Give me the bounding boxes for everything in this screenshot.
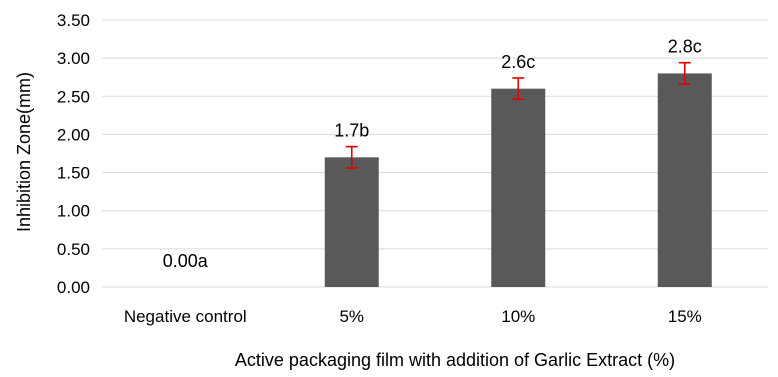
y-tick-label: 0.00 xyxy=(57,278,90,297)
bar xyxy=(491,88,546,288)
bars xyxy=(324,73,712,288)
x-category-labels: Negative control 5% 10% 15% xyxy=(124,307,702,326)
data-label: 1.7b xyxy=(334,121,369,141)
gridlines xyxy=(102,19,768,288)
x-axis-title: Active packaging film with addition of G… xyxy=(235,350,675,370)
y-tick-labels: 0.00 0.50 1.00 1.50 2.00 2.50 3.00 3.50 xyxy=(57,11,90,297)
y-tick-label: 0.50 xyxy=(57,240,90,259)
x-category-label: 10% xyxy=(501,307,535,326)
y-axis-title: Inhibition Zone(mm) xyxy=(14,72,34,232)
error-bar xyxy=(512,77,525,101)
bar xyxy=(324,157,379,287)
error-bar xyxy=(345,145,358,169)
bar xyxy=(657,73,712,288)
data-label: 2.6c xyxy=(501,52,535,72)
x-category-label: 5% xyxy=(339,307,364,326)
y-tick-label: 1.50 xyxy=(57,164,90,183)
x-category-label: Negative control xyxy=(124,307,247,326)
x-category-label: 15% xyxy=(668,307,702,326)
y-tick-label: 2.50 xyxy=(57,87,90,106)
error-bars xyxy=(345,61,691,169)
error-bar xyxy=(678,61,691,85)
data-labels: 0.00a 1.7b 2.6c 2.8c xyxy=(163,37,702,271)
data-label: 0.00a xyxy=(163,251,209,271)
y-tick-label: 2.00 xyxy=(57,125,90,144)
y-tick-label: 3.50 xyxy=(57,11,90,30)
data-label: 2.8c xyxy=(668,37,702,57)
y-tick-label: 3.00 xyxy=(57,49,90,68)
y-tick-label: 1.00 xyxy=(57,202,90,221)
